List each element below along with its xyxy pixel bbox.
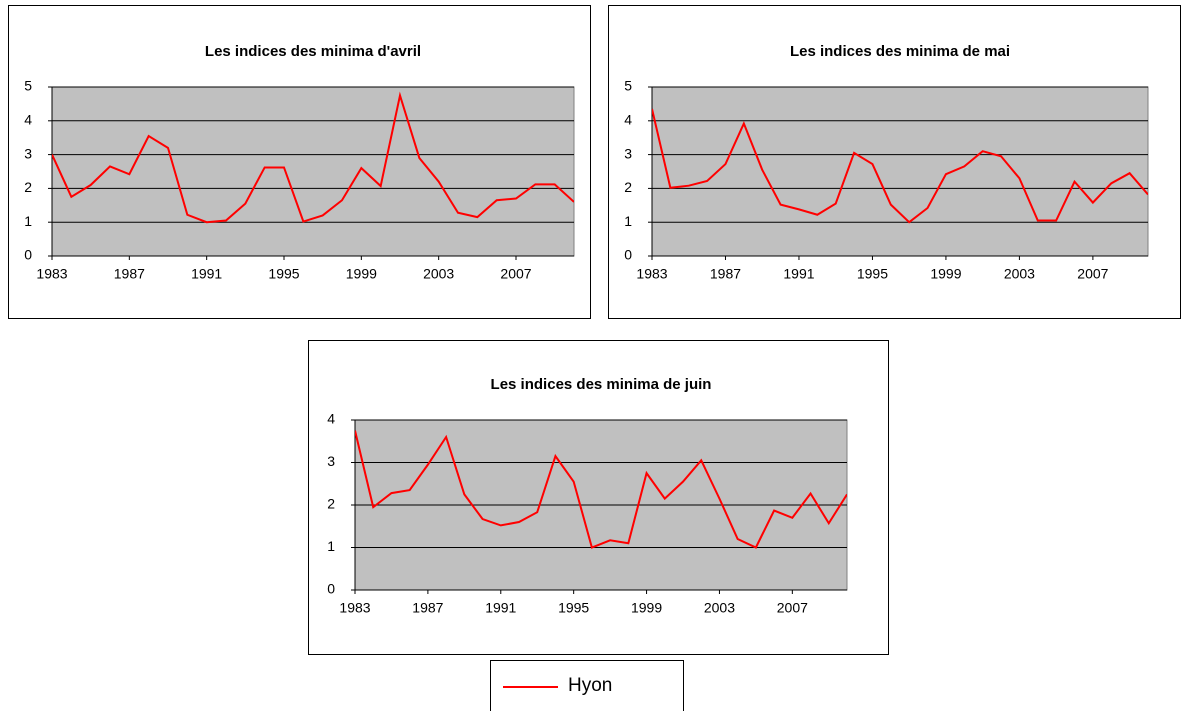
data-line xyxy=(355,430,847,549)
y-tick-label: 4 xyxy=(624,112,632,128)
x-tick-label: 1999 xyxy=(930,266,961,282)
x-tick-label: 1983 xyxy=(36,266,67,282)
y-tick-label: 1 xyxy=(24,213,32,229)
plot-area xyxy=(51,86,575,257)
x-tick-label: 2007 xyxy=(500,266,531,282)
x-tick-label: 1995 xyxy=(857,266,888,282)
x-tick-label: 1987 xyxy=(114,266,145,282)
y-tick-label: 2 xyxy=(24,179,32,195)
data-line xyxy=(652,108,1148,224)
chart-title: Les indices des minima d'avril xyxy=(205,43,421,60)
x-tick-label: 1995 xyxy=(558,600,589,616)
x-tick-label: 2003 xyxy=(1004,266,1035,282)
y-tick-label: 5 xyxy=(24,78,32,94)
legend-label: Hyon xyxy=(568,675,612,696)
x-tick-label: 2007 xyxy=(1077,266,1108,282)
x-tick-label: 2007 xyxy=(777,600,808,616)
y-tick-label: 3 xyxy=(624,145,632,161)
x-tick-label: 1983 xyxy=(636,266,667,282)
y-tick-label: 0 xyxy=(624,247,632,263)
x-tick-label: 1987 xyxy=(710,266,741,282)
data-line xyxy=(52,91,574,224)
y-tick-label: 1 xyxy=(624,213,632,229)
x-tick-label: 1983 xyxy=(339,600,370,616)
y-tick-label: 3 xyxy=(24,145,32,161)
x-tick-label: 2003 xyxy=(704,600,735,616)
plot-area xyxy=(651,86,1149,257)
y-tick-label: 2 xyxy=(327,496,335,512)
y-tick-label: 2 xyxy=(624,179,632,195)
y-tick-label: 5 xyxy=(624,78,632,94)
x-tick-label: 1987 xyxy=(412,600,443,616)
y-tick-label: 4 xyxy=(24,112,32,128)
y-tick-label: 1 xyxy=(327,538,335,554)
x-tick-label: 1991 xyxy=(485,600,516,616)
chart-title: Les indices des minima de juin xyxy=(491,376,712,393)
x-tick-label: 1999 xyxy=(346,266,377,282)
x-tick-label: 1991 xyxy=(191,266,222,282)
x-tick-label: 1995 xyxy=(268,266,299,282)
y-tick-label: 0 xyxy=(24,247,32,263)
x-tick-label: 2003 xyxy=(423,266,454,282)
x-tick-label: 1991 xyxy=(783,266,814,282)
y-tick-label: 4 xyxy=(327,411,335,427)
y-tick-label: 0 xyxy=(327,581,335,597)
y-tick-label: 3 xyxy=(327,453,335,469)
chart-title: Les indices des minima de mai xyxy=(790,43,1010,60)
x-tick-label: 1999 xyxy=(631,600,662,616)
